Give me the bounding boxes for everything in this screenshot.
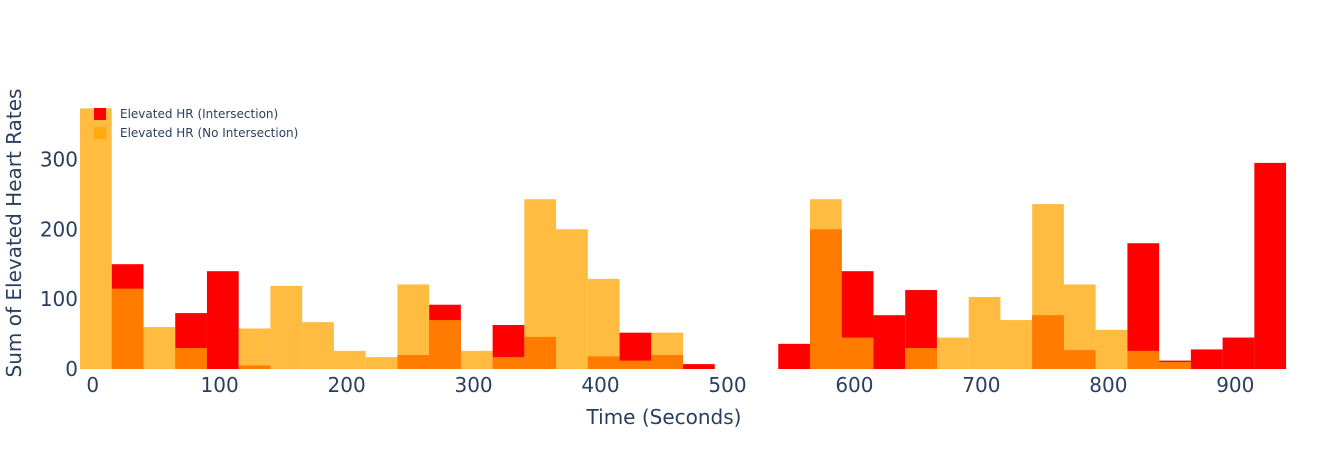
x-axis-ticks: 0 100 200 300 400 500 600 700 800 900 <box>86 373 1254 397</box>
legend-swatch <box>94 108 106 120</box>
x-tick-label: 600 <box>835 373 873 397</box>
x-tick-label: 0 <box>86 373 99 397</box>
bar[interactable] <box>936 337 969 369</box>
bar[interactable] <box>1063 284 1096 369</box>
bar[interactable] <box>1127 243 1160 369</box>
bar[interactable] <box>873 315 906 369</box>
bar[interactable] <box>1127 350 1160 369</box>
bar[interactable] <box>365 357 398 369</box>
x-tick-label: 700 <box>962 373 1000 397</box>
bar[interactable] <box>1190 349 1223 369</box>
legend-swatch <box>94 127 106 139</box>
bar[interactable] <box>238 328 271 369</box>
bars-layer <box>80 108 1287 370</box>
bar[interactable] <box>206 271 239 369</box>
bar[interactable] <box>778 343 810 369</box>
bar[interactable] <box>302 322 334 369</box>
bar[interactable] <box>1222 337 1255 369</box>
x-tick-label: 900 <box>1216 373 1254 397</box>
x-tick-label: 500 <box>708 373 746 397</box>
bar[interactable] <box>143 327 176 369</box>
bar[interactable] <box>556 229 588 369</box>
x-tick-label: 300 <box>454 373 492 397</box>
x-axis-title: Time (Seconds) <box>586 405 742 429</box>
bar[interactable] <box>429 320 461 369</box>
bar[interactable] <box>111 288 144 369</box>
bar[interactable] <box>619 360 652 369</box>
bar[interactable] <box>80 108 112 370</box>
bar[interactable] <box>1159 362 1191 369</box>
series-no-intersection <box>80 108 1191 370</box>
bar[interactable] <box>683 364 715 369</box>
bar[interactable] <box>587 278 620 369</box>
y-tick-label: 200 <box>40 217 78 241</box>
bar[interactable] <box>810 199 842 369</box>
bar[interactable] <box>397 284 430 369</box>
y-axis-title: Sum of Elevated Heart Rates <box>2 89 26 378</box>
y-tick-label: 300 <box>40 147 78 171</box>
bar[interactable] <box>1095 329 1128 369</box>
bar[interactable] <box>492 357 525 369</box>
x-tick-label: 800 <box>1089 373 1127 397</box>
x-tick-label: 400 <box>581 373 619 397</box>
legend-item[interactable]: Elevated HR (No Intersection) <box>94 126 298 140</box>
bar[interactable] <box>333 350 366 369</box>
x-tick-label: 100 <box>201 373 239 397</box>
bar[interactable] <box>1254 162 1287 369</box>
bar[interactable] <box>175 348 207 369</box>
legend-item[interactable]: Elevated HR (Intersection) <box>94 107 278 121</box>
bar[interactable] <box>524 199 557 369</box>
y-tick-label: 0 <box>65 357 78 381</box>
legend[interactable]: Elevated HR (Intersection) Elevated HR (N… <box>94 107 298 140</box>
y-axis-ticks: 0 100 200 300 <box>40 147 78 381</box>
legend-label: Elevated HR (Intersection) <box>120 107 278 121</box>
bar[interactable] <box>968 297 1001 369</box>
bar[interactable] <box>841 337 874 369</box>
bar[interactable] <box>460 350 493 369</box>
bar[interactable] <box>905 348 937 369</box>
bar[interactable] <box>651 332 684 369</box>
x-tick-label: 200 <box>328 373 366 397</box>
legend-label: Elevated HR (No Intersection) <box>120 126 298 140</box>
bar[interactable] <box>270 285 303 369</box>
bar[interactable] <box>1032 204 1064 369</box>
y-tick-label: 100 <box>40 287 78 311</box>
bar[interactable] <box>1000 320 1033 369</box>
